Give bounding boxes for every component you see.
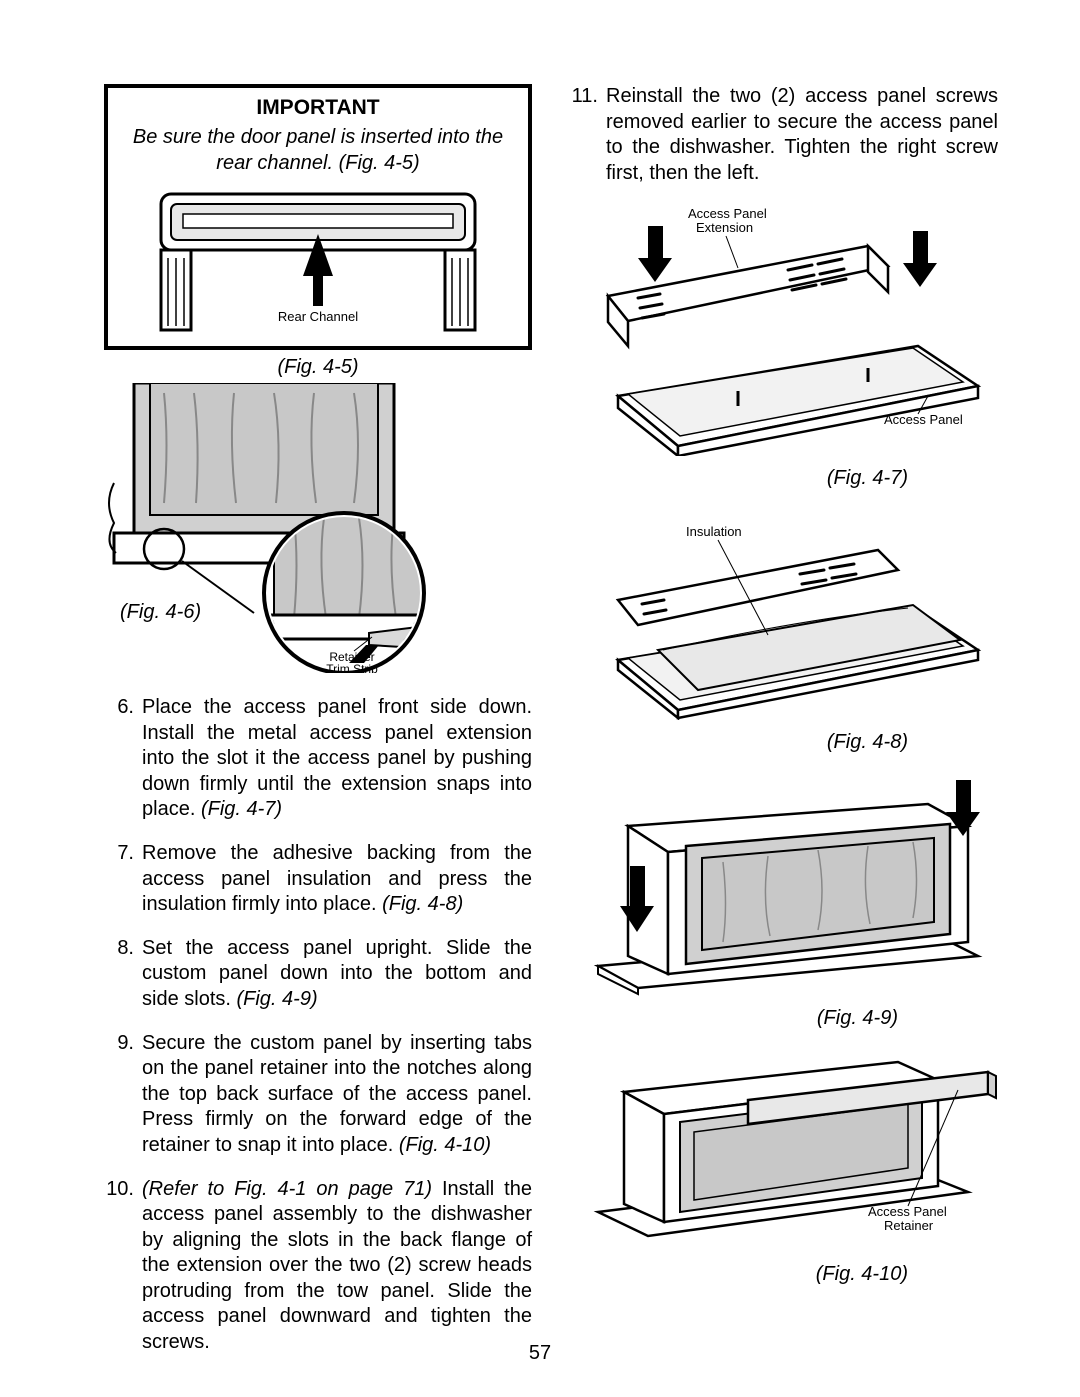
rear-channel-label: Rear Channel	[278, 309, 358, 324]
step-number: 11.	[568, 84, 606, 186]
access-panel-retainer-label-1: Access Panel	[868, 1204, 947, 1219]
step-number: 8.	[104, 936, 142, 1013]
right-column: 11. Reinstall the two (2) access panel s…	[568, 84, 998, 1357]
important-title: IMPORTANT	[126, 96, 510, 120]
page: IMPORTANT Be sure the door panel is inse…	[0, 0, 1080, 1397]
important-text: Be sure the door panel is inserted into …	[126, 124, 510, 176]
down-arrow-icon	[638, 226, 672, 282]
fig-4-5-caption: (Fig. 4-5)	[104, 356, 532, 379]
instruction-step: 7.Remove the adhesive backing from the a…	[104, 841, 532, 918]
page-number: 57	[0, 1342, 1080, 1365]
fig-4-8-diagram: Insulation	[568, 500, 998, 725]
access-panel-extension-label-1: Access Panel	[688, 206, 767, 221]
instruction-step: 10.(Refer to Fig. 4-1 on page 71) Instal…	[104, 1177, 532, 1356]
trim-strip-label: Trim Strip	[326, 662, 378, 673]
insulation-label: Insulation	[686, 524, 742, 539]
step-body: Place the access panel front side down. …	[142, 695, 532, 823]
step-body: (Refer to Fig. 4-1 on page 71) Install t…	[142, 1177, 532, 1356]
instruction-step: 6.Place the access panel front side down…	[104, 695, 532, 823]
step-body: Secure the custom panel by inserting tab…	[142, 1031, 532, 1159]
step-body: Remove the adhesive backing from the acc…	[142, 841, 532, 918]
step-number: 9.	[104, 1031, 142, 1159]
fig-4-6-caption: (Fig. 4-6)	[120, 601, 201, 624]
steps-left: 6.Place the access panel front side down…	[104, 695, 532, 1374]
access-panel-retainer-label-2: Retainer	[884, 1218, 934, 1233]
down-arrow-icon	[903, 231, 937, 287]
important-box: IMPORTANT Be sure the door panel is inse…	[104, 84, 532, 350]
left-column: IMPORTANT Be sure the door panel is inse…	[104, 84, 532, 1357]
step-number: 10.	[104, 1177, 142, 1356]
fig-4-9-diagram	[568, 766, 998, 1001]
fig-4-9-caption: (Fig. 4-9)	[568, 1007, 998, 1030]
access-panel-extension-label-2: Extension	[696, 220, 753, 235]
fig-4-7-diagram: Access Panel Extension Access Panel	[568, 196, 998, 461]
step-number: 6.	[104, 695, 142, 823]
instruction-step: 8.Set the access panel upright. Slide th…	[104, 936, 532, 1013]
step-body: Reinstall the two (2) access panel screw…	[606, 84, 998, 186]
fig-4-5-diagram: Rear Channel	[126, 186, 510, 336]
instruction-step: 9.Secure the custom panel by inserting t…	[104, 1031, 532, 1159]
fig-4-10-caption: (Fig. 4-10)	[568, 1263, 998, 1286]
fig-4-6-diagram: Retainer Trim Strip (Fig. 4-6)	[104, 383, 532, 673]
fig-4-10-diagram: Access Panel Retainer	[568, 1042, 998, 1257]
step-body: Set the access panel upright. Slide the …	[142, 936, 532, 1013]
step-number: 7.	[104, 841, 142, 918]
fig-4-7-caption: (Fig. 4-7)	[568, 467, 998, 490]
step-11: 11. Reinstall the two (2) access panel s…	[568, 84, 998, 186]
access-panel-label: Access Panel	[884, 412, 963, 427]
fig-4-8-caption: (Fig. 4-8)	[568, 731, 998, 754]
